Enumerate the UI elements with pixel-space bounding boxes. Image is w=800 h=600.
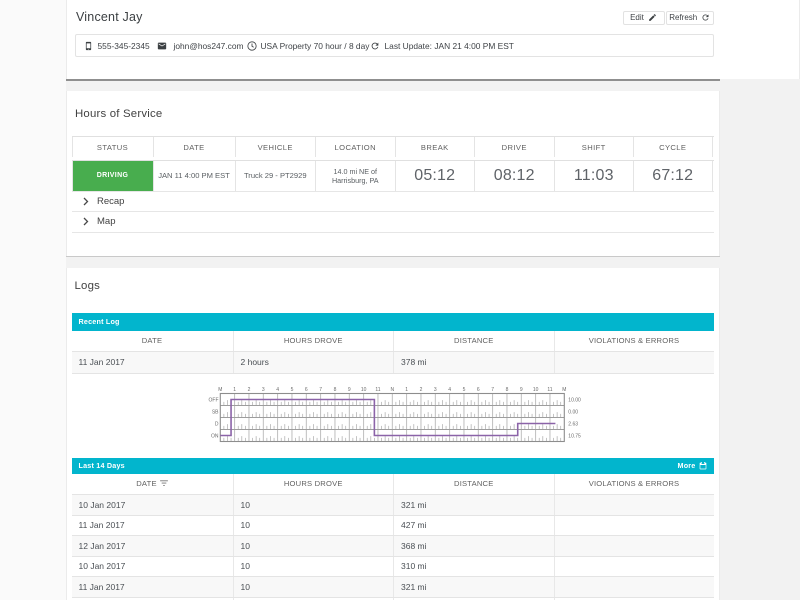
svg-text:5: 5 — [291, 387, 294, 393]
svg-text:2: 2 — [248, 387, 251, 393]
svg-text:OFF: OFF — [209, 397, 219, 403]
svg-text:10.00: 10.00 — [568, 397, 581, 403]
svg-text:3: 3 — [434, 387, 437, 393]
svg-text:10.75: 10.75 — [568, 433, 581, 439]
svg-text:1: 1 — [405, 387, 408, 393]
svg-text:8: 8 — [334, 387, 337, 393]
svg-text:2: 2 — [420, 387, 423, 393]
svg-text:5: 5 — [463, 387, 466, 393]
svg-text:4: 4 — [448, 387, 451, 393]
svg-text:9: 9 — [348, 387, 351, 393]
svg-text:6: 6 — [305, 387, 308, 393]
svg-text:9: 9 — [520, 387, 523, 393]
svg-text:M: M — [562, 387, 566, 393]
svg-text:ON: ON — [211, 433, 219, 439]
svg-text:11: 11 — [547, 387, 552, 393]
svg-text:M: M — [218, 387, 222, 393]
svg-text:2.63: 2.63 — [568, 421, 578, 427]
svg-text:7: 7 — [319, 387, 322, 393]
svg-text:0.00: 0.00 — [568, 409, 578, 415]
svg-text:8: 8 — [506, 387, 509, 393]
svg-text:11: 11 — [375, 387, 380, 393]
svg-text:1: 1 — [233, 387, 236, 393]
svg-text:10: 10 — [361, 387, 367, 393]
svg-text:7: 7 — [491, 387, 494, 393]
svg-text:10: 10 — [533, 387, 539, 393]
svg-text:D: D — [215, 421, 219, 427]
svg-text:SB: SB — [212, 409, 219, 415]
svg-text:4: 4 — [276, 387, 279, 393]
svg-text:6: 6 — [477, 387, 480, 393]
svg-text:3: 3 — [262, 387, 265, 393]
svg-text:N: N — [390, 387, 394, 393]
